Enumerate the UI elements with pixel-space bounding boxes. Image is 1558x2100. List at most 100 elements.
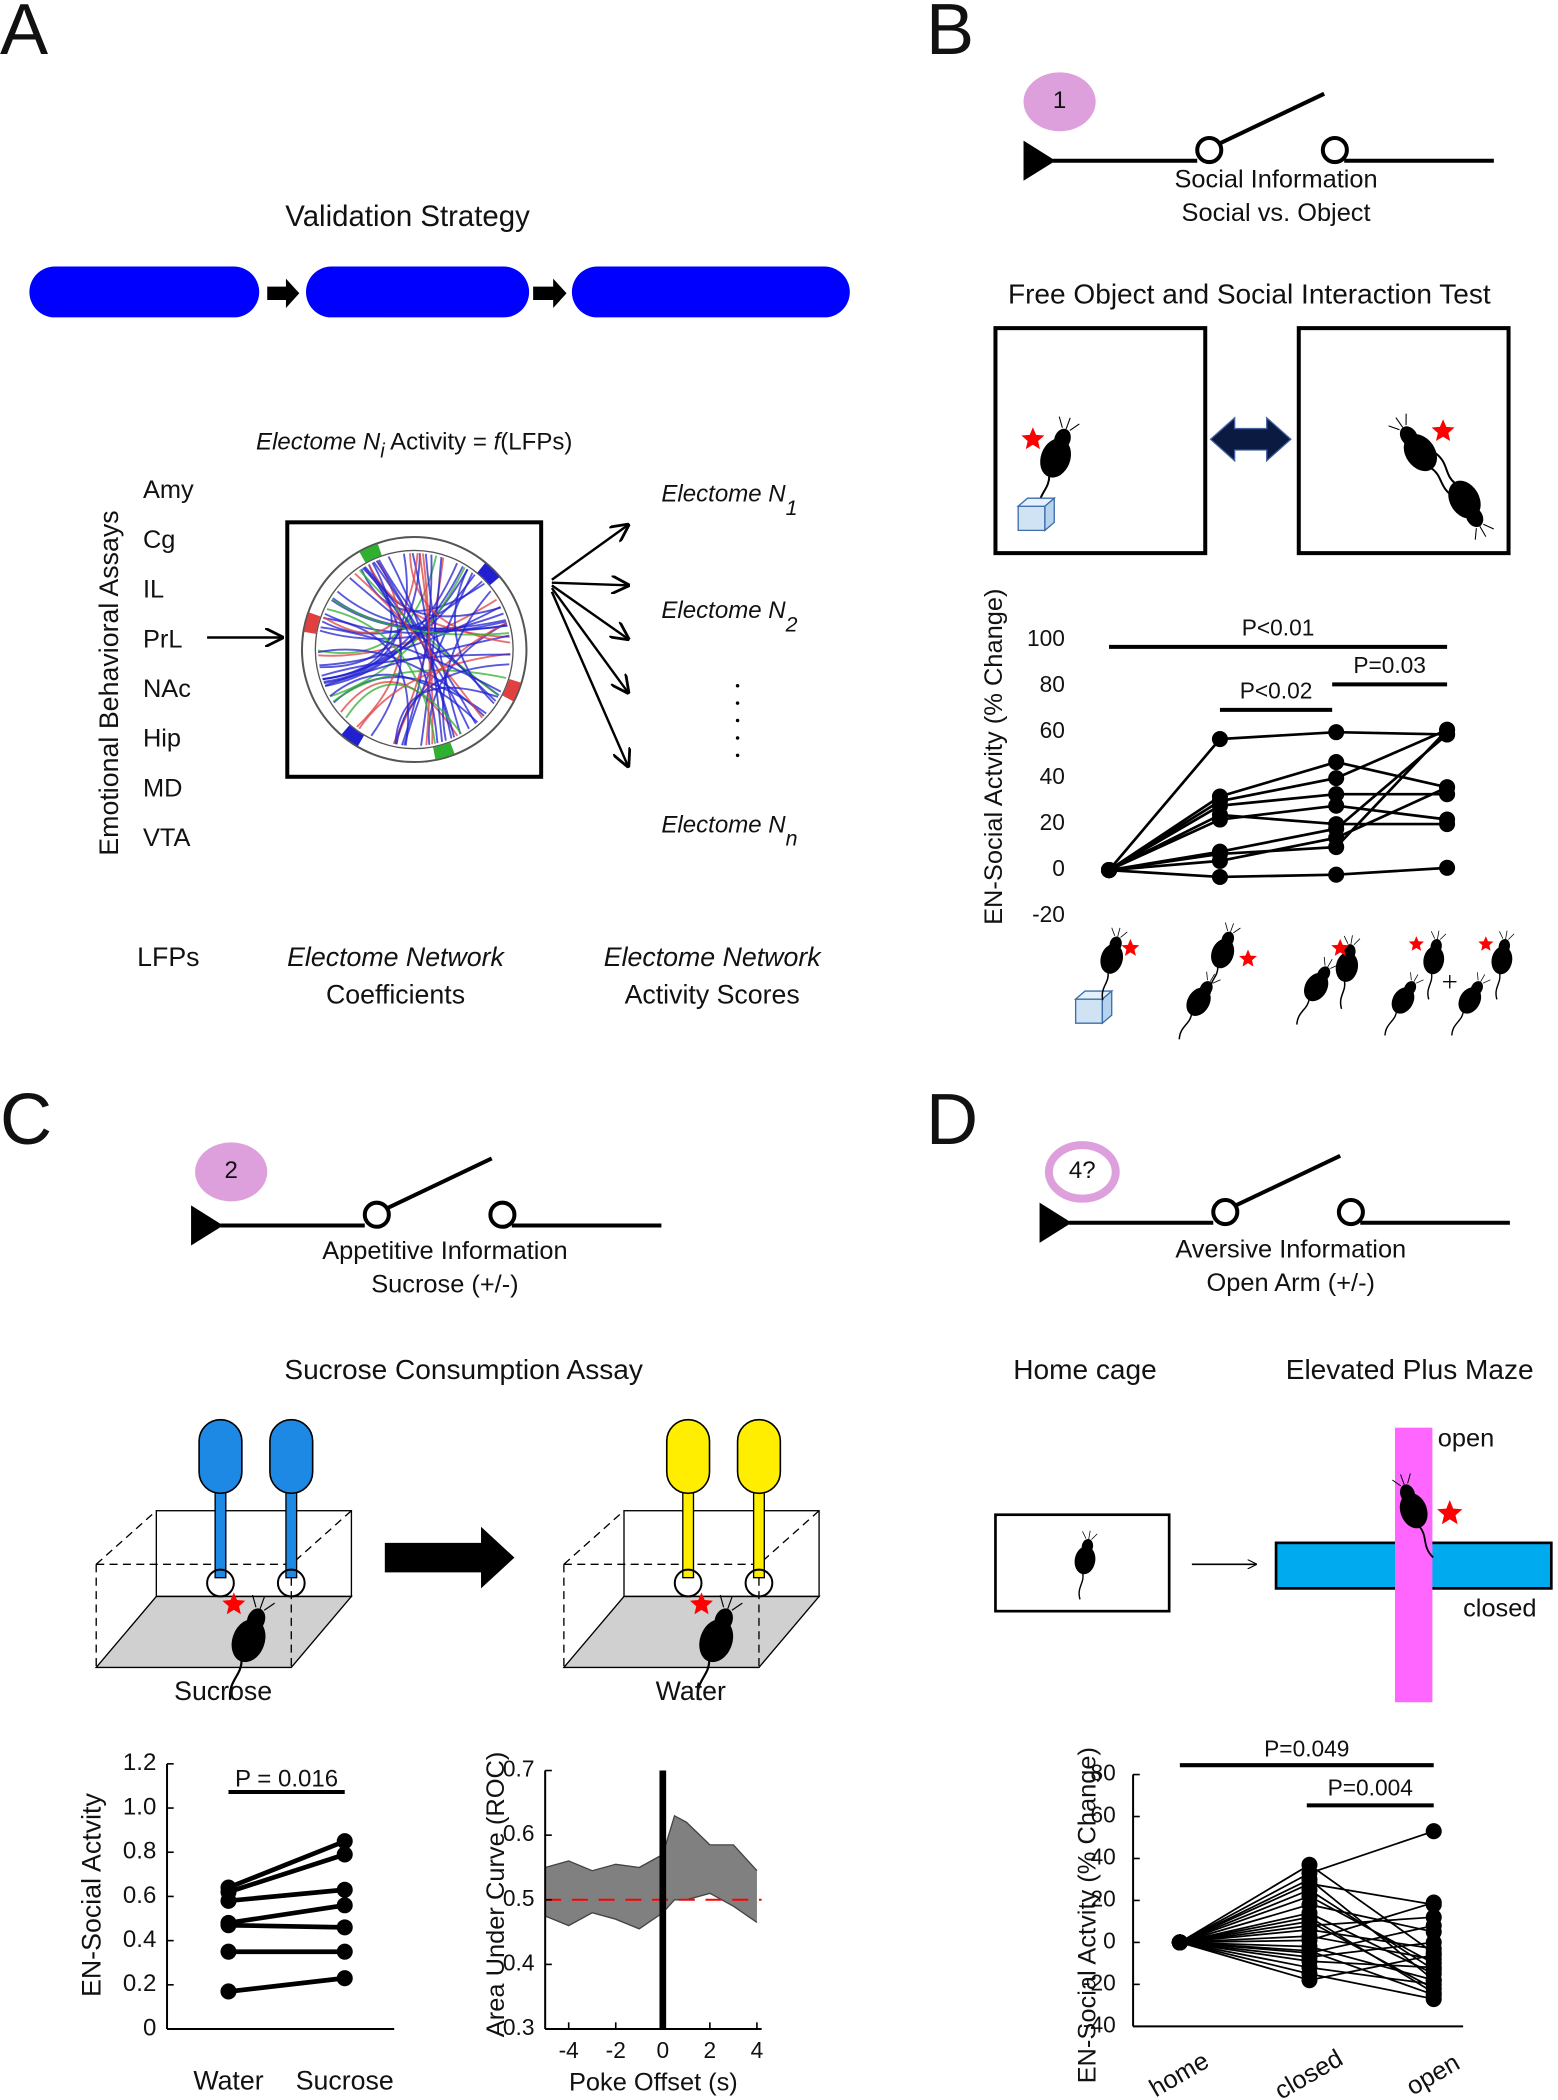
mouse-head <box>1317 966 1331 982</box>
network-edge <box>329 567 466 698</box>
star-icon <box>1408 936 1424 951</box>
mouse-icon <box>1388 413 1456 499</box>
mouse-whiskers <box>1082 1530 1098 1540</box>
mouse-icon <box>1384 972 1424 1036</box>
mouse-body <box>1335 952 1359 982</box>
network-segment <box>477 563 500 586</box>
mouse-whiskers <box>719 1594 743 1611</box>
output-sub: n <box>786 826 798 850</box>
data-point <box>1211 731 1228 748</box>
y-tick-label: 20 <box>1040 809 1065 835</box>
mouse-head <box>1399 426 1418 447</box>
mouse-tail <box>1433 451 1456 485</box>
mouse-tail <box>696 1659 711 1700</box>
network-edge <box>362 567 439 744</box>
y-tick-label: 0.2 <box>123 1970 156 1997</box>
mouse-icon <box>1392 1473 1434 1559</box>
mouse-icon <box>1037 416 1080 512</box>
y-tick-label: 1.0 <box>123 1793 156 1820</box>
y-tick-label: 0.6 <box>123 1882 156 1909</box>
mouse-icon <box>1296 956 1339 1025</box>
spout <box>206 1568 235 1598</box>
mouse-whiskers <box>1410 972 1424 984</box>
annotation: P<0.02 <box>1240 677 1313 703</box>
data-point <box>336 1970 353 1987</box>
network-edge <box>319 612 504 640</box>
x-tick-label: home <box>1145 2047 1214 2100</box>
output-text: Electome N <box>661 597 786 624</box>
equation-part: i <box>380 441 385 463</box>
mouse-whiskers <box>1388 413 1407 431</box>
data-point <box>1439 816 1456 833</box>
y-tick-label: 0 <box>1103 1927 1116 1953</box>
info-label: Social Information <box>1175 166 1378 194</box>
ellipsis-dot <box>735 718 740 723</box>
side-label: Emotional Behavioral Assays <box>94 510 124 855</box>
data-point <box>1425 1972 1442 1989</box>
switch-triangle <box>1023 140 1056 181</box>
network-edge <box>358 652 511 730</box>
mouse-head <box>1081 1538 1094 1554</box>
data-point <box>1328 786 1345 803</box>
data-point <box>1171 1934 1188 1951</box>
y-tick-label: -20 <box>1083 1969 1116 1995</box>
data-point <box>1328 724 1345 741</box>
strategy-step <box>571 266 850 318</box>
output-arrow <box>551 584 628 638</box>
mouse-head <box>1221 931 1235 948</box>
y-tick-label: 80 <box>1040 671 1065 697</box>
series-line <box>1108 760 1448 872</box>
y-axis-label: Area Under Curve (ROC) <box>482 1752 510 2038</box>
network-edge <box>323 553 408 683</box>
network-segment <box>502 678 521 702</box>
network-edge <box>320 626 502 693</box>
series-line <box>227 1852 346 1895</box>
mouse-tail <box>1427 973 1433 1000</box>
panel-label: C <box>0 1080 52 1160</box>
cube-icon <box>1074 998 1104 1024</box>
mouse-head <box>1465 506 1484 528</box>
mouse-body <box>1423 946 1445 975</box>
data-point <box>1439 779 1456 796</box>
mouse-icon <box>1209 922 1241 994</box>
maze-title: Elevated Plus Maze <box>1286 1354 1534 1385</box>
output-label: Electome N2 <box>661 597 797 636</box>
data-point <box>1301 1972 1318 1989</box>
x-tick-label: Sucrose <box>296 2066 394 2096</box>
footer-label: LFPs <box>137 942 199 972</box>
output-text: Electome N <box>661 481 786 508</box>
mouse-whiskers <box>1343 935 1361 946</box>
network-edge <box>354 572 483 719</box>
switch-node <box>488 1200 517 1229</box>
series-line <box>228 1902 346 1926</box>
series-line <box>227 1839 346 1890</box>
cube-icon <box>1044 496 1055 532</box>
strategy-title: Validation Strategy <box>285 200 530 233</box>
series-line <box>1108 728 1449 872</box>
footer-label: Electome Network <box>604 942 822 972</box>
ellipsis-dot <box>735 736 740 740</box>
equation-part: Electome N <box>256 429 381 456</box>
y-tick-label: 0.7 <box>503 1756 535 1782</box>
network-edge <box>394 686 499 745</box>
mouse-icon <box>1178 971 1221 1040</box>
series-line <box>228 1922 345 1930</box>
x-tick-label: 0 <box>656 2037 669 2063</box>
series-line <box>1108 792 1448 872</box>
x-tick-label: Water <box>193 2066 263 2096</box>
region-label: MD <box>143 774 182 802</box>
data-point <box>1211 806 1228 823</box>
data-point <box>220 1892 237 1909</box>
star-icon <box>1431 419 1455 442</box>
badge-label: 1 <box>1053 87 1066 114</box>
data-point <box>1328 866 1345 883</box>
equation-part: Activity = <box>385 429 494 456</box>
series-line <box>228 1887 345 1904</box>
switch-lever <box>1219 91 1326 146</box>
y-axis-label: EN-Social Actvity (% Change) <box>980 588 1008 924</box>
y-tick-label: 0 <box>1052 855 1065 881</box>
data-point <box>1301 1871 1318 1888</box>
x-tick-label: 2 <box>704 2037 717 2063</box>
badge <box>195 1142 268 1202</box>
